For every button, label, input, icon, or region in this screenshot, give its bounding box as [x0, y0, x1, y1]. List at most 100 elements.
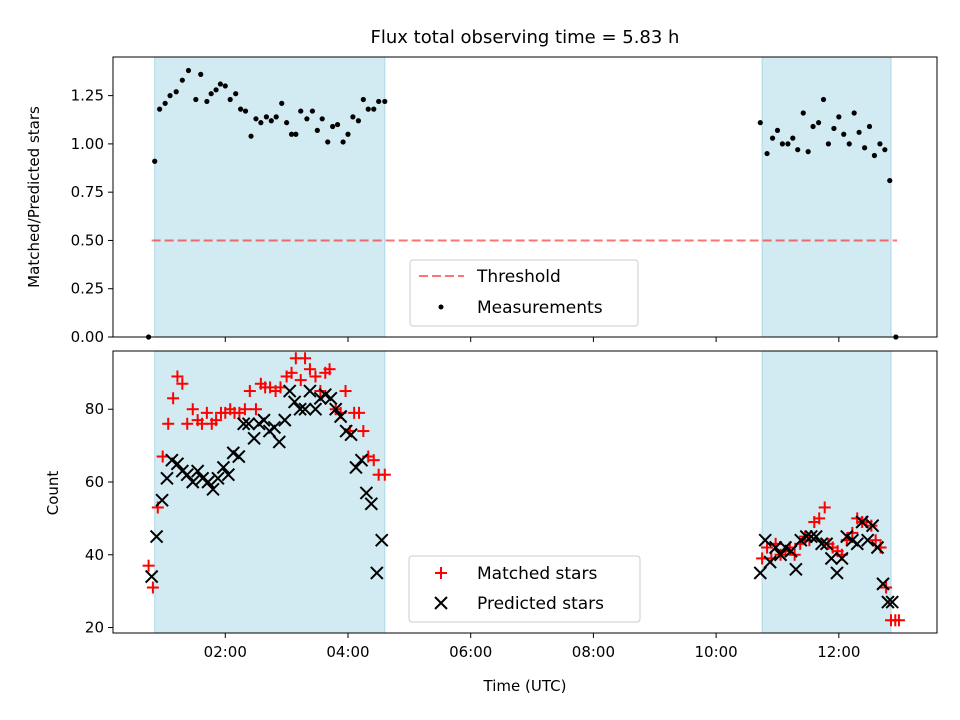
measurement-point	[371, 106, 377, 112]
measurement-point	[319, 116, 325, 122]
measurement-point	[846, 141, 852, 147]
predicted-star-point	[364, 497, 379, 511]
measurement-point	[877, 141, 883, 147]
matched-star-point	[238, 403, 251, 416]
threshold-legend-label: Threshold	[476, 267, 561, 287]
bottom-legend-box	[408, 555, 641, 623]
measurement-point	[334, 121, 341, 128]
matched-star-point	[378, 468, 391, 481]
measurement-point	[298, 108, 304, 114]
measurement-points	[145, 67, 899, 340]
measurement-point	[774, 127, 781, 133]
predicted-star-point	[349, 460, 363, 475]
top-ylabel: Matched/Predicted stars	[25, 106, 43, 288]
predicted-star-point	[876, 577, 890, 591]
bottom-ytick-label: 20	[85, 619, 104, 637]
predicted-star-point	[201, 475, 215, 489]
matched-star-point	[299, 352, 312, 365]
measurement-point	[173, 89, 179, 95]
matched-star-point	[309, 370, 322, 383]
predicted-star-point	[232, 449, 246, 464]
matched-star-point	[249, 403, 262, 416]
count-subplot: Count Time (UTC) 20 40 60 80 02:00 04:00 06:00…	[44, 350, 938, 695]
measurement-point	[304, 116, 310, 122]
predicted-star-point	[855, 515, 869, 529]
top-legend-box	[409, 259, 639, 327]
top-ytick-label: 1.25	[71, 87, 104, 105]
predicted-star-point	[881, 595, 895, 609]
matched-star-point	[892, 614, 905, 627]
measurement-point	[217, 81, 223, 87]
measurement-point	[279, 100, 285, 106]
bottom-ytick-label: 60	[85, 473, 104, 491]
predicted-star-point	[333, 409, 348, 424]
measurement-point	[248, 133, 254, 139]
measurement-point	[204, 98, 210, 105]
matched-legend-label: Matched stars	[477, 564, 597, 584]
measurement-point	[769, 135, 776, 141]
predicted-star-point	[344, 427, 358, 442]
matched-star-point	[818, 501, 831, 514]
measurement-point	[785, 141, 791, 147]
measurement-point	[887, 177, 893, 184]
predicted-star-point	[758, 533, 772, 547]
predicted-legend-swatch	[434, 596, 448, 610]
measurement-point	[841, 131, 847, 137]
predicted-stars-points	[144, 384, 899, 609]
measurement-point	[288, 131, 295, 137]
measurement-point	[825, 141, 832, 147]
measurement-point	[810, 123, 816, 130]
matched-star-point	[162, 417, 175, 430]
bottom-xtick-label: 06:00	[449, 643, 492, 661]
matched-star-point	[210, 414, 223, 427]
measurement-point	[238, 106, 244, 112]
matched-star-point	[323, 363, 336, 376]
predicted-star-point	[824, 551, 839, 566]
measurement-point	[227, 96, 233, 103]
measurement-point	[330, 123, 336, 130]
measurement-point	[258, 120, 264, 126]
predicted-star-point	[144, 569, 159, 584]
measurements-legend-swatch	[438, 304, 444, 310]
measurement-point	[185, 67, 192, 74]
predicted-star-point	[850, 537, 864, 551]
predicted-star-point	[768, 540, 783, 555]
bottom-shaded-regions	[154, 350, 892, 634]
measurement-point	[831, 125, 837, 132]
matched-star-point	[200, 406, 213, 419]
measurement-point	[820, 96, 827, 103]
matched-star-point	[243, 385, 256, 398]
predicted-star-point	[186, 475, 200, 489]
top-ytick-label: 1.00	[71, 135, 104, 153]
predicted-star-point	[814, 537, 829, 551]
measurement-point	[757, 120, 763, 126]
shaded-interval-1	[154, 56, 386, 338]
predicted-star-point	[359, 486, 374, 500]
predicted-star-point	[860, 533, 875, 547]
predicted-star-point	[282, 384, 297, 398]
top-legend: Threshold Measurements	[409, 259, 639, 327]
measurement-point	[253, 116, 259, 122]
measurement-point	[836, 114, 842, 120]
measurement-point	[179, 77, 185, 83]
measurement-point	[233, 91, 239, 97]
measurement-point	[882, 147, 888, 153]
measurement-point	[871, 152, 878, 159]
predicted-star-point	[324, 391, 338, 406]
predicted-star-point	[278, 413, 292, 427]
predicted-star-point	[819, 537, 834, 551]
measurement-point	[800, 110, 806, 116]
matched-legend-swatch	[435, 567, 447, 579]
matched-star-point	[181, 417, 194, 430]
measurement-point	[167, 93, 173, 99]
predicted-star-point	[835, 551, 849, 566]
measurements-legend-label: Measurements	[477, 298, 603, 318]
measurement-point	[162, 100, 168, 106]
measurement-point	[157, 106, 163, 112]
predicted-star-point	[206, 482, 220, 496]
predicted-star-point	[216, 460, 231, 475]
predicted-star-point	[287, 395, 302, 409]
predicted-star-point	[241, 417, 256, 431]
predicted-star-point	[870, 540, 885, 555]
bottom-ytick-label: 80	[85, 400, 104, 418]
